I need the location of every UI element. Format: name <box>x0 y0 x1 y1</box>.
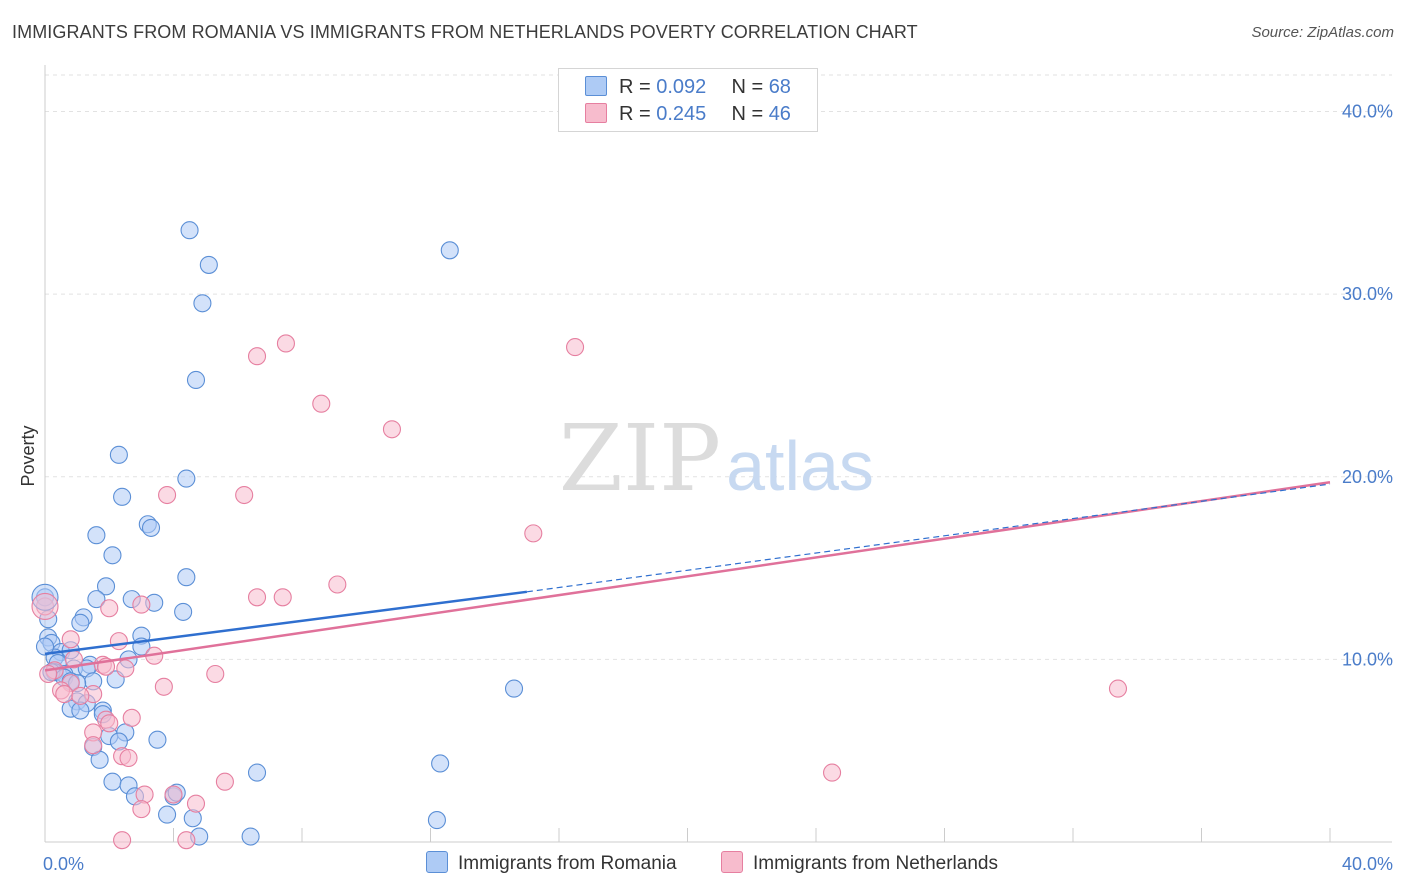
netherlands-point <box>247 347 267 366</box>
source-credit: Source: ZipAtlas.com <box>1251 24 1394 41</box>
data-points <box>31 221 1128 850</box>
romania-point <box>96 577 116 596</box>
netherlands-point <box>116 659 135 678</box>
netherlands-point <box>31 592 59 620</box>
romania-point <box>440 241 459 260</box>
netherlands-point <box>55 685 74 704</box>
y-tick-label: 30.0% <box>1342 284 1393 304</box>
romania-point <box>241 827 260 846</box>
y-axis-label: Poverty <box>18 425 38 486</box>
netherlands-point <box>100 599 119 618</box>
romania-point <box>87 526 106 545</box>
netherlands-swatch <box>585 103 607 123</box>
y-tick-label: 20.0% <box>1342 467 1393 487</box>
romania-point <box>199 255 218 274</box>
romania-point <box>427 811 446 830</box>
legend-r-label: R = <box>619 103 651 125</box>
romania-point <box>158 805 177 824</box>
legend-n-label: N = <box>731 76 764 98</box>
netherlands-point <box>135 785 154 804</box>
netherlands-point <box>158 485 177 505</box>
netherlands-point <box>113 831 132 850</box>
legend-r-value: 0.092 <box>656 76 707 98</box>
legend-r-value: 0.245 <box>656 103 707 125</box>
romania-point <box>183 809 202 828</box>
x-tick-label: 40.0% <box>1342 854 1393 874</box>
netherlands-point <box>823 763 842 782</box>
romania-point <box>174 602 193 621</box>
netherlands-point <box>100 714 119 733</box>
trend-lines <box>44 481 1331 672</box>
netherlands-point <box>154 677 173 696</box>
netherlands-point <box>276 334 295 353</box>
romania-point <box>87 590 106 609</box>
legend-n-value: 68 <box>768 76 791 98</box>
netherlands-point <box>164 785 183 804</box>
bottom-legend-netherlands: Immigrants from Netherlands <box>721 851 998 875</box>
netherlands-point <box>247 588 267 607</box>
netherlands-point <box>119 748 138 768</box>
axes <box>44 65 1392 843</box>
romania-point <box>109 445 128 464</box>
netherlands-swatch <box>721 851 743 873</box>
netherlands-point <box>109 632 128 651</box>
bottom-legend-label: Immigrants from Romania <box>458 853 677 874</box>
netherlands-point <box>84 736 103 755</box>
romania-point <box>103 772 122 791</box>
netherlands-point <box>132 800 151 819</box>
chart-title: IMMIGRANTS FROM ROMANIA VS IMMIGRANTS FR… <box>12 22 918 42</box>
netherlands-point <box>61 630 80 649</box>
bottom-legend-label: Immigrants from Netherlands <box>753 853 998 874</box>
y-tick-label: 10.0% <box>1342 649 1393 669</box>
bottom-legend-romania: Immigrants from Romania <box>426 851 677 875</box>
netherlands-point <box>328 575 347 594</box>
romania-point <box>141 518 161 537</box>
romania-point <box>35 637 55 656</box>
netherlands-point <box>382 420 402 439</box>
netherlands-point <box>132 595 151 614</box>
romania-swatch <box>585 76 607 96</box>
romania-point <box>113 487 132 506</box>
netherlands-point <box>566 338 585 357</box>
netherlands-point <box>215 772 234 791</box>
watermark-atlas: atlas <box>726 427 874 505</box>
romania-point <box>504 679 524 698</box>
legend-n-label: N = <box>731 103 764 125</box>
netherlands-point <box>273 588 292 607</box>
legend: R = 0.092 N = 68 R = 0.245 N = 46 <box>558 68 818 132</box>
romania-swatch <box>426 851 448 873</box>
legend-n-value: 46 <box>768 103 791 125</box>
netherlands-point <box>122 708 141 727</box>
romania-point <box>177 469 196 488</box>
netherlands-point <box>71 686 90 705</box>
romania-point <box>431 754 450 773</box>
romania-point <box>247 763 267 782</box>
netherlands-point <box>1108 679 1128 698</box>
legend-row-romania: R = 0.092 N = 68 <box>585 76 791 100</box>
romania-trend-line-extension <box>526 483 1331 593</box>
romania-point <box>109 732 128 751</box>
x-tick-label: 0.0% <box>43 854 84 874</box>
romania-point <box>180 221 199 240</box>
netherlands-point <box>177 831 196 850</box>
romania-point <box>71 613 90 632</box>
romania-point <box>177 568 196 587</box>
tick-labels: 10.0% 20.0% 30.0% 40.0% 0.0% 40.0% <box>43 102 1393 874</box>
y-tick-label: 40.0% <box>1342 102 1393 122</box>
romania-point <box>148 730 167 749</box>
netherlands-point <box>524 524 543 543</box>
netherlands-point <box>235 485 254 505</box>
netherlands-trend-line <box>44 481 1331 672</box>
romania-trend-line <box>44 590 528 656</box>
legend-r-label: R = <box>619 76 651 98</box>
romania-point <box>193 294 212 313</box>
romania-point <box>103 546 122 565</box>
romania-point <box>186 370 206 390</box>
legend-row-netherlands: R = 0.245 N = 46 <box>585 103 791 127</box>
netherlands-point <box>206 664 225 684</box>
netherlands-point <box>312 394 331 413</box>
netherlands-point <box>186 794 206 813</box>
watermark-zip: ZIP <box>559 405 721 512</box>
